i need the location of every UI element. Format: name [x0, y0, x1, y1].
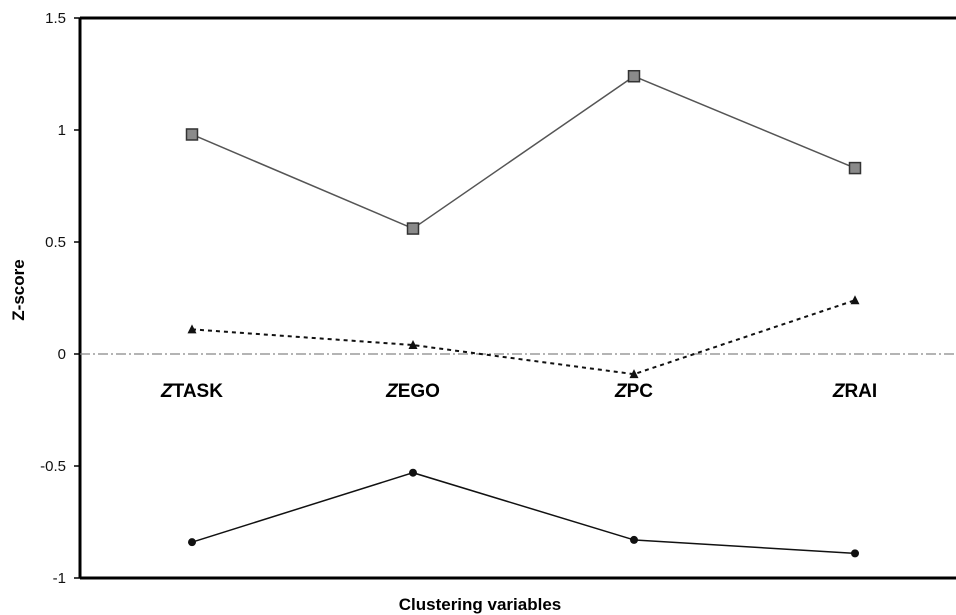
series-line [191, 299, 856, 376]
y-tick-label: -0.5 [40, 458, 66, 475]
y-axis-ticks: -1 -0.5 0 0.5 1 1.5 [40, 10, 80, 587]
y-tick-label: 1 [58, 122, 66, 139]
data-point-circle [630, 535, 638, 544]
y-tick-label: 1.5 [45, 10, 66, 27]
y-tick-label: 0 [58, 346, 66, 363]
y-tick-label: 0.5 [45, 234, 66, 251]
data-point-circle [409, 468, 417, 477]
data-point-square [406, 222, 420, 235]
series-circle [188, 468, 859, 558]
series-triangle [187, 295, 860, 379]
data-point-triangle [187, 324, 197, 334]
x-category-label: ZRAI [832, 381, 877, 402]
data-point-square [627, 69, 641, 83]
plot-area [78, 16, 956, 580]
data-point-circle [188, 538, 196, 547]
x-category-label: ZTASK [160, 381, 223, 402]
y-axis-title: Z-score [9, 259, 28, 320]
series-line [191, 75, 856, 230]
y-tick-label: -1 [53, 570, 66, 587]
x-category-label: ZEGO [385, 381, 440, 402]
x-category-label: ZPC [614, 381, 653, 402]
series-group [185, 69, 862, 558]
x-category-labels: ZTASK ZEGO ZPC ZRAI [160, 381, 877, 402]
data-point-triangle [850, 295, 860, 305]
data-point-triangle [629, 369, 639, 379]
data-point-circle [851, 549, 859, 558]
data-point-square [185, 128, 199, 141]
data-point-triangle [408, 340, 418, 350]
series-line [191, 471, 856, 555]
x-axis-title: Clustering variables [399, 595, 562, 614]
series-square [185, 69, 862, 235]
data-point-square [848, 161, 862, 175]
